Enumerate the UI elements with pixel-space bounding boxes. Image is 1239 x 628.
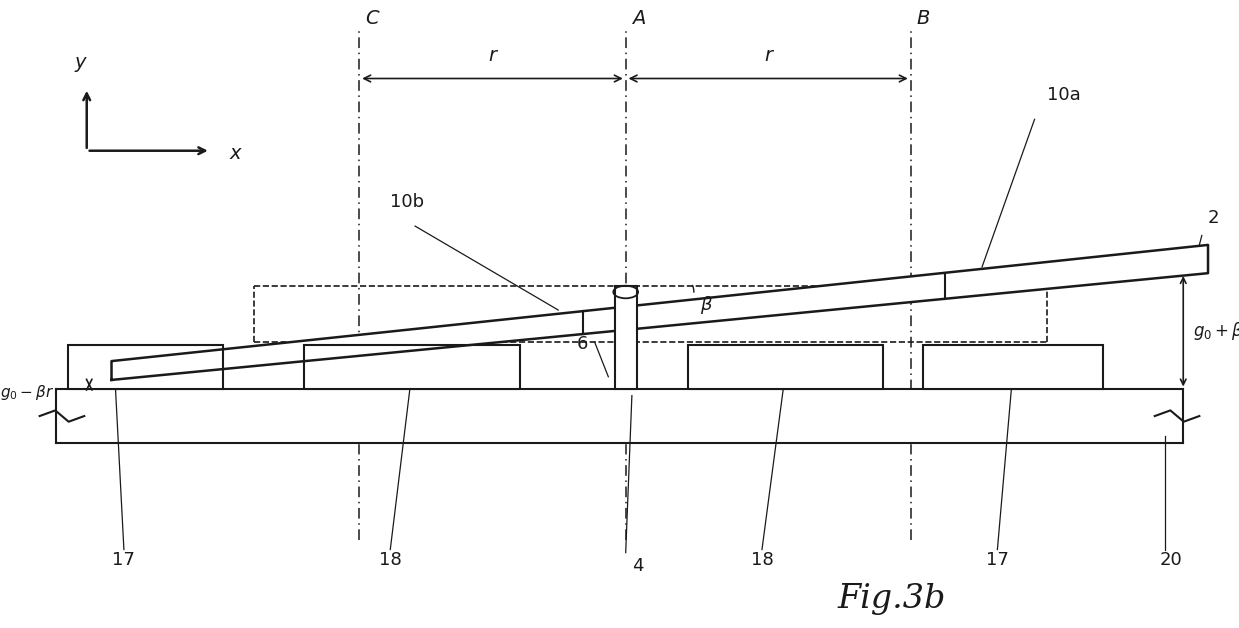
Text: $\beta$: $\beta$ xyxy=(700,293,712,316)
Text: C: C xyxy=(366,9,379,28)
Text: 10b: 10b xyxy=(390,193,425,211)
Polygon shape xyxy=(56,389,1183,443)
Text: r: r xyxy=(488,46,497,65)
Text: 4: 4 xyxy=(632,558,643,575)
Text: 6: 6 xyxy=(577,335,589,352)
Text: A: A xyxy=(632,9,646,28)
Text: $g_0+\beta r$: $g_0+\beta r$ xyxy=(1193,320,1239,342)
Polygon shape xyxy=(615,286,637,389)
Text: $g_0-\beta r$: $g_0-\beta r$ xyxy=(0,383,55,402)
Polygon shape xyxy=(68,345,223,389)
Text: y: y xyxy=(74,53,87,72)
Text: 18: 18 xyxy=(379,551,401,569)
Polygon shape xyxy=(923,345,1103,389)
Text: 10a: 10a xyxy=(1047,87,1080,104)
Text: 18: 18 xyxy=(751,551,773,569)
Text: 2: 2 xyxy=(1208,209,1219,227)
Text: 17: 17 xyxy=(113,551,135,569)
Text: 20: 20 xyxy=(1160,551,1182,569)
Polygon shape xyxy=(112,245,1208,380)
Text: Fig.3b: Fig.3b xyxy=(838,583,947,615)
Text: x: x xyxy=(229,144,240,163)
Text: B: B xyxy=(917,9,930,28)
Polygon shape xyxy=(688,345,883,389)
Text: r: r xyxy=(764,46,772,65)
Polygon shape xyxy=(304,345,520,389)
Text: 17: 17 xyxy=(986,551,1009,569)
